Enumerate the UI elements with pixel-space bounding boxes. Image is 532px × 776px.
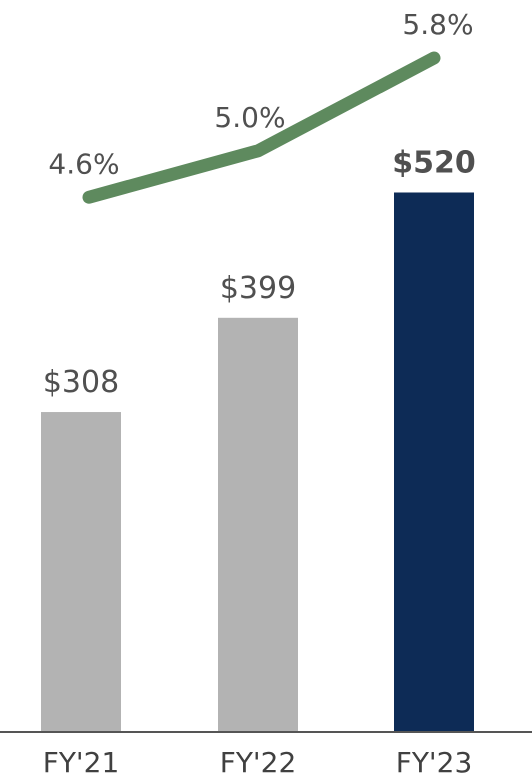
bar-value-label-2: $520: [392, 145, 476, 180]
line-value-label-0: 4.6%: [48, 147, 119, 180]
x-tick-labels-group: FY'21 FY'22 FY'23: [43, 746, 473, 776]
line-series-group: [82, 51, 441, 204]
bar-1: [218, 317, 298, 731]
x-tick-label-1: FY'22: [220, 746, 297, 776]
line-value-label-1: 5.0%: [214, 101, 285, 134]
bar-value-label-1: $399: [220, 271, 296, 306]
bar-0: [41, 412, 121, 731]
bar-2: [394, 192, 474, 732]
bar-labels-group: $308 $399 $520: [43, 145, 476, 400]
line-value-label-2: 5.8%: [402, 8, 473, 41]
line-labels-group: 4.6% 5.0% 5.8%: [48, 8, 473, 180]
bar-value-label-0: $308: [43, 365, 119, 400]
bars-group: [41, 192, 474, 732]
x-tick-label-0: FY'21: [43, 746, 120, 776]
x-tick-label-2: FY'23: [396, 746, 473, 776]
